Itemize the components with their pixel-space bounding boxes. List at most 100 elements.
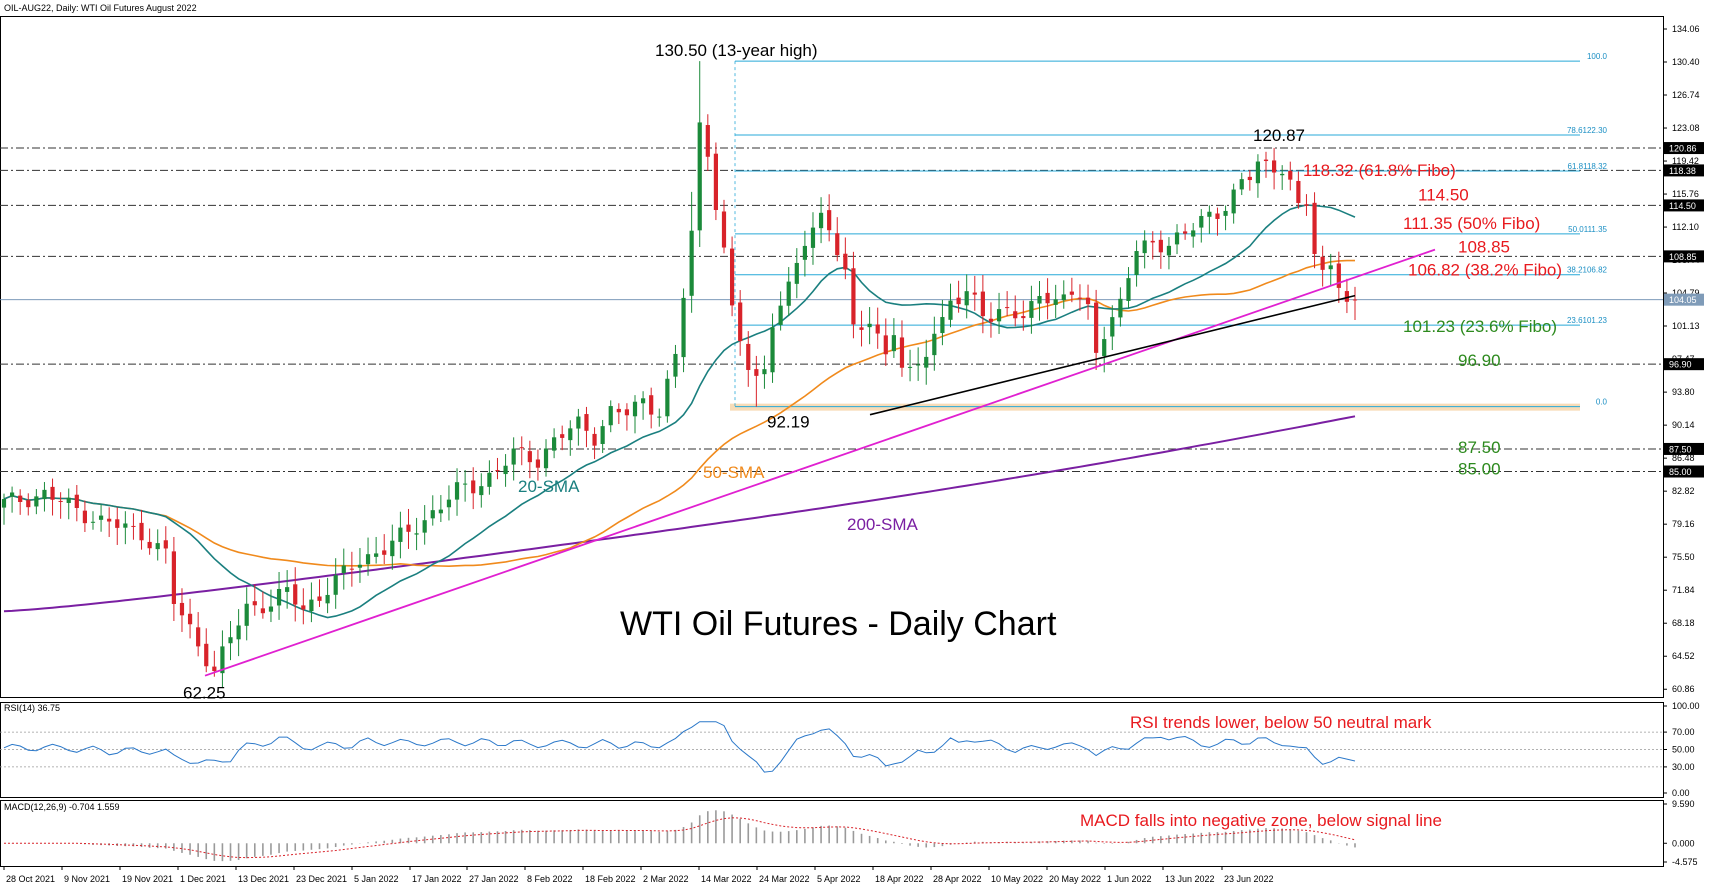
candle-body [398,527,403,542]
candle-body [818,212,824,229]
date-label: 2 Mar 2022 [643,874,689,884]
fibo-label: 38.2106.82 [1567,266,1608,275]
date-label: 27 Jan 2022 [469,874,519,884]
candle-body [1231,189,1236,214]
price-tag-bg [1664,358,1704,371]
candle-body [1045,292,1050,304]
candle-body [463,483,468,485]
candle-body [875,324,880,334]
candle-body [487,472,492,487]
candle-body [1,499,7,508]
price-tick-label: 68.18 [1672,618,1695,628]
price-tag-bg [1664,465,1704,478]
candle-body [34,496,39,507]
candle-body [82,510,87,524]
candle-body [948,300,953,320]
candle-body [632,401,638,417]
price-tag-label: 118.38 [1669,166,1696,176]
date-label: 20 May 2022 [1049,874,1101,884]
candle-body [907,366,913,368]
date-label: 17 Jan 2022 [412,874,462,884]
candle-body [996,309,1002,322]
macd-note: MACD falls into negative zone, below sig… [1080,811,1442,830]
candle-body [382,550,387,555]
candle-body [1344,291,1350,302]
sma-label: 20-SMA [518,477,580,496]
rsi-tick-label: 50.00 [1672,745,1695,755]
candle-body [891,335,896,352]
candle-body [1094,302,1099,353]
candle-body [608,406,613,426]
candle-body [357,564,363,568]
candle-body [1352,299,1358,301]
candle-body [600,426,605,444]
candle-body [697,122,702,231]
sma-label: 200-SMA [847,515,919,534]
price-tick-label: 126.74 [1672,90,1700,100]
candle-body [244,603,249,626]
candle-body [1304,204,1309,206]
candle-body [454,482,460,500]
price-tag: 120.86 [1664,142,1704,155]
date-label: 23 Dec 2021 [296,874,347,884]
candle-body [236,625,241,640]
candle-body [171,551,176,604]
candle-body [624,409,630,416]
date-label: 18 Apr 2022 [875,874,924,884]
date-label: 13 Dec 2021 [238,874,289,884]
candle-body [26,500,31,508]
candle-body [1126,278,1131,301]
candle-body [705,125,710,157]
price-tag-label: 85.00 [1669,467,1692,477]
price-annotation: 106.82 (38.2% Fibo) [1408,261,1562,280]
candle-body [1272,160,1277,173]
price-tick-label: 60.86 [1672,684,1695,694]
candle-body [1174,232,1180,245]
date-label: 8 Feb 2022 [527,874,573,884]
candle-body [810,227,816,248]
fibo-label: 100.0 [1587,52,1608,61]
date-label: 28 Apr 2022 [933,874,982,884]
candle-body [58,500,63,502]
candle-body [446,499,452,508]
rsi-tick-label: 100.00 [1672,701,1700,711]
candle-body [179,602,185,616]
candle-body [1021,316,1026,319]
candle-body [131,525,136,527]
candle-body [721,211,727,248]
candle-body [592,433,597,446]
candle-body [956,297,961,305]
price-annotation: 130.50 (13-year high) [655,41,818,60]
candle-body [924,356,929,368]
candle-body [770,327,775,373]
candle-body [1061,294,1066,301]
candle-body [560,434,565,438]
candle-body [414,533,419,535]
candle-body [552,437,557,451]
candle-body [754,369,759,376]
symbol-header: OIL-AUG22, Daily: WTI Oil Futures August… [4,3,197,13]
candle-body [228,637,233,644]
candle-body [1053,299,1058,305]
rsi-line [3,721,1356,773]
sma20-line [3,204,1356,619]
price-tag-bg [1664,142,1704,155]
candle-body [471,480,476,494]
price-tag: 118.38 [1664,164,1704,177]
candle-body [681,297,686,358]
candle-body [843,253,848,270]
date-label: 13 Jun 2022 [1165,874,1215,884]
candle-body [649,395,654,415]
price-tag-bg [1664,442,1704,455]
date-label: 24 Mar 2022 [759,874,810,884]
price-tick-label: 104.79 [1672,288,1700,298]
price-tag-bg [1664,250,1704,263]
candle-body [252,601,257,606]
candle-body [1013,311,1018,319]
macd-panel-frame [0,800,1664,867]
price-tag: 87.50 [1664,442,1704,455]
candle-body [268,606,274,612]
candle-body [1296,180,1301,203]
candle-body [293,584,298,605]
